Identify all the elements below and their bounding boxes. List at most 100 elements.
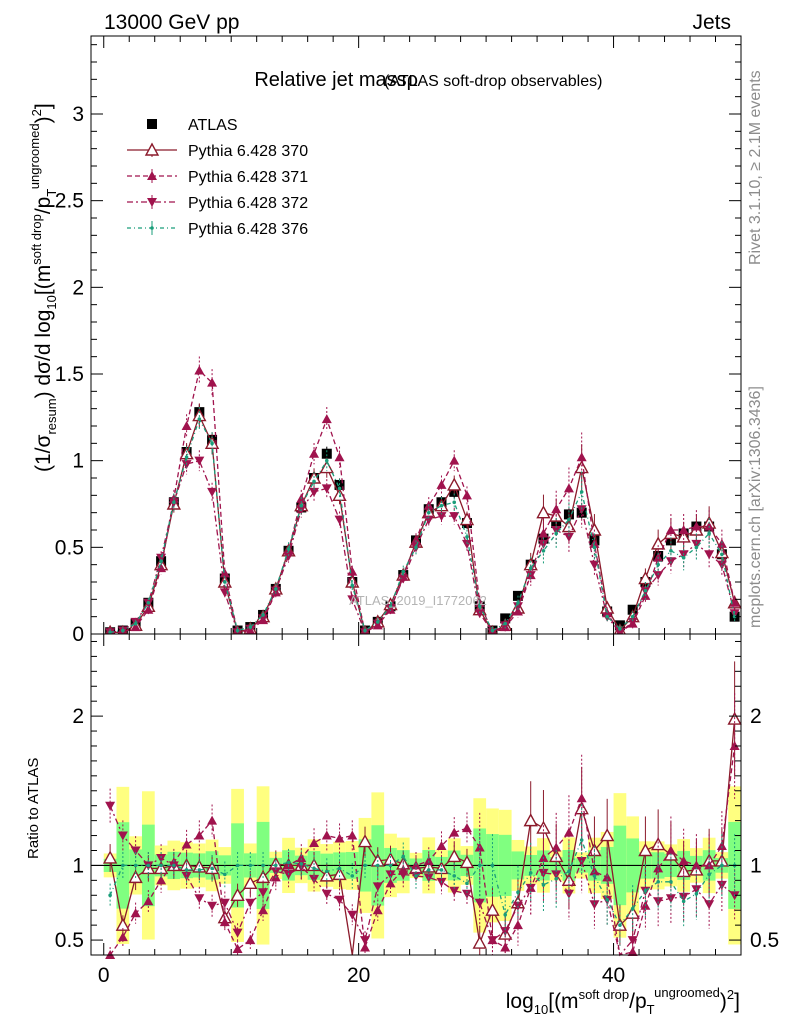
legend-item-p370: Pythia 6.428 370 [127,142,308,160]
ratio-point-p376 [579,838,584,842]
ratio-point-p376 [516,890,520,895]
ratio-line-p376 [109,838,735,927]
ratio-point-p371 [551,842,562,852]
ratio-point-p372 [283,870,294,880]
ratio-point-p371 [156,875,167,885]
ratio-point-p372 [270,867,281,877]
ratio-point-p372 [372,882,383,892]
ratio-point-p372 [321,889,332,899]
point-p376 [426,510,431,515]
ratio-point-p371 [219,917,230,927]
point-p372 [563,532,574,542]
ytick-label: 3 [72,103,84,126]
point-p376 [324,458,329,463]
point-p376 [337,486,342,491]
point-p372 [538,539,549,549]
point-p371 [729,597,740,607]
ratio-point-p376 [465,881,469,886]
ratio-point-p376 [375,863,380,868]
point-p376 [592,545,597,550]
point-p376 [630,614,635,619]
ratio-point-p371 [372,905,383,915]
ratio-point-p371 [729,740,740,750]
point-p372 [704,550,715,560]
point-p371 [461,490,472,500]
ratio-point-p372 [461,889,472,899]
ratio-point-p371 [117,932,128,942]
ratio-point-p371 [334,833,345,843]
ratio-point-p376 [554,877,558,881]
ratio-point-p372 [487,936,498,946]
ratio-point-p376 [261,863,265,868]
ratio-point-p370 [523,813,538,827]
point-p371 [207,377,218,387]
point-p372 [385,604,396,613]
ratio-point-p376 [477,863,482,868]
legend: ATLAS Pythia 6.428 370 Pythia 6.428 371 Pyt… [127,117,308,238]
ratio-point-p371 [665,845,676,855]
ratio-point-p372 [194,894,205,904]
point-p376 [401,569,406,574]
main-panel: 0 0.5 1 1.5 2 2.5 3 ATLAS_2019_I1772062 Relati… [27,35,742,646]
ratio-point-p372 [156,853,167,863]
ratio-point-p372 [398,870,409,880]
point-p372 [347,595,358,605]
point-p372 [207,487,218,497]
ratio-point-p376 [528,871,533,875]
point-p372 [461,539,472,549]
point-p372 [627,617,638,627]
point-p376 [197,417,202,421]
ytick-label: 2.5 [55,190,84,213]
ratio-point-p376 [656,880,660,884]
rivet-label: Rivet 3.1.10, ≥ 2.1M events [747,70,764,265]
point-p371 [194,365,205,375]
ratio-point-p370 [459,854,475,869]
ratio-point-p370 [485,902,500,916]
point-p371 [678,525,689,534]
ratio-ytick-label-right: 1 [750,854,762,877]
ratio-point-p371 [258,905,269,915]
point-p376 [350,583,355,588]
ratio-point-p371 [423,855,434,865]
point-p376 [223,580,227,584]
legend-item-p376: Pythia 6.428 376 [127,221,308,238]
ratio-point-p372 [130,846,141,856]
point-p372 [576,505,587,515]
ratio-point-p376 [605,897,609,902]
series-line-p371 [110,369,736,634]
point-p376 [146,601,151,605]
ratio-point-p376 [643,889,648,893]
legend-marker [147,119,157,129]
ratio-point-p371 [309,838,320,848]
point-p376 [184,455,189,460]
point-p376 [669,549,673,553]
point-p371 [691,521,702,531]
ratio-point-p371 [245,935,256,945]
point-p376 [681,555,686,560]
ratio-point-p371 [232,944,243,954]
point-p370 [332,487,347,502]
legend-item-data: ATLAS [147,117,238,134]
legend-item-p372: Pythia 6.428 372 [127,195,308,212]
legend-label: Pythia 6.428 376 [188,221,308,238]
point-p370 [536,505,551,519]
top-ylabel: (1/σresum) dσ/d log10[(msoft drop/pTungr… [27,103,59,472]
ratio-point-p372 [207,901,218,911]
point-p376 [707,531,711,536]
ratio-point-p376 [681,899,686,904]
point-p372 [270,586,281,596]
header-right: Jets [692,11,731,34]
ratio-point-p376 [210,866,214,871]
ratio-point-p370 [357,834,373,848]
point-p371 [436,479,447,489]
ratio-frame [90,633,742,956]
ratio-point-p371 [678,855,689,865]
point-p372 [321,484,332,494]
ratio-point-p371 [296,852,307,862]
legend-label: ATLAS [188,117,238,134]
point-p376 [299,503,304,508]
ratio-point-p372 [117,831,128,841]
ratio-point-p372 [449,886,460,896]
series-line-p376 [110,417,736,633]
